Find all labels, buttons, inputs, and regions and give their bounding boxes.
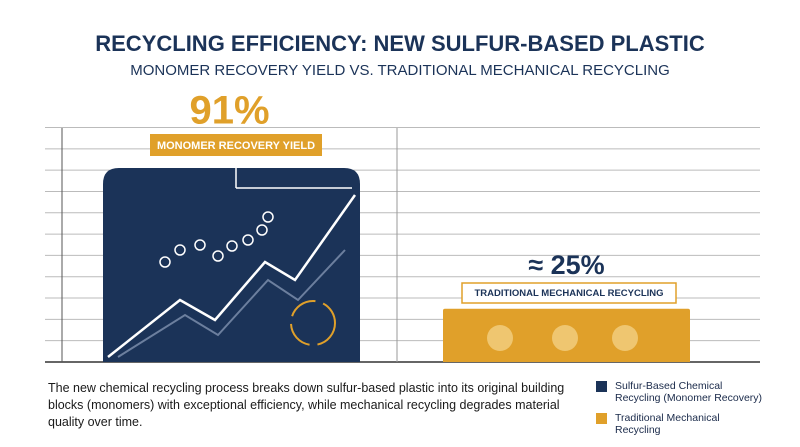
- chart-subtitle: MONOMER RECOVERY YIELD VS. TRADITIONAL M…: [130, 62, 670, 79]
- legend-swatch: [596, 413, 607, 424]
- fragment-decoration: [552, 325, 578, 351]
- molecule-decoration: [242, 234, 254, 246]
- chart-title: RECYCLING EFFICIENCY: NEW SULFUR-BASED P…: [95, 31, 705, 56]
- value-label: 91%: [189, 89, 269, 133]
- callout: TRADITIONAL MECHANICAL RECYCLING: [474, 288, 663, 299]
- legend-label: Traditional Mechanical Recycling: [615, 412, 720, 436]
- callout-box: [150, 134, 322, 156]
- icon-decoration: [290, 300, 336, 346]
- note: The new chemical recycling process break…: [48, 381, 565, 429]
- legend-label: Sulfur-Based Chemical Recycling (Monomer…: [615, 380, 763, 404]
- legend: Sulfur-Based Chemical Recycling (Monomer…: [596, 380, 796, 444]
- fragment-decoration: [612, 325, 638, 351]
- molecule-decoration: [226, 240, 238, 252]
- molecule-decoration: [212, 250, 224, 262]
- callout: MONOMER RECOVERY YIELD: [157, 140, 315, 152]
- legend-item: Traditional Mechanical Recycling: [596, 412, 796, 436]
- bar: [103, 168, 360, 362]
- fragment-decoration: [487, 325, 513, 351]
- callout-box: [461, 282, 677, 304]
- molecule-decoration: [194, 239, 206, 251]
- molecule-decoration: [174, 244, 186, 256]
- molecule-decoration: [256, 224, 268, 236]
- value-label: ≈ 25%: [528, 250, 604, 280]
- bars: 91% MONOMER RECOVERY YIELD ≈ 25% TRADITIONA…: [103, 89, 690, 362]
- trend-decoration: [107, 194, 357, 358]
- legend-item: Sulfur-Based Chemical Recycling (Monomer…: [596, 380, 796, 404]
- legend-swatch: [596, 381, 607, 392]
- molecule-decoration: [262, 211, 274, 223]
- molecule-decoration: [159, 256, 171, 268]
- trend-decoration: [117, 249, 346, 358]
